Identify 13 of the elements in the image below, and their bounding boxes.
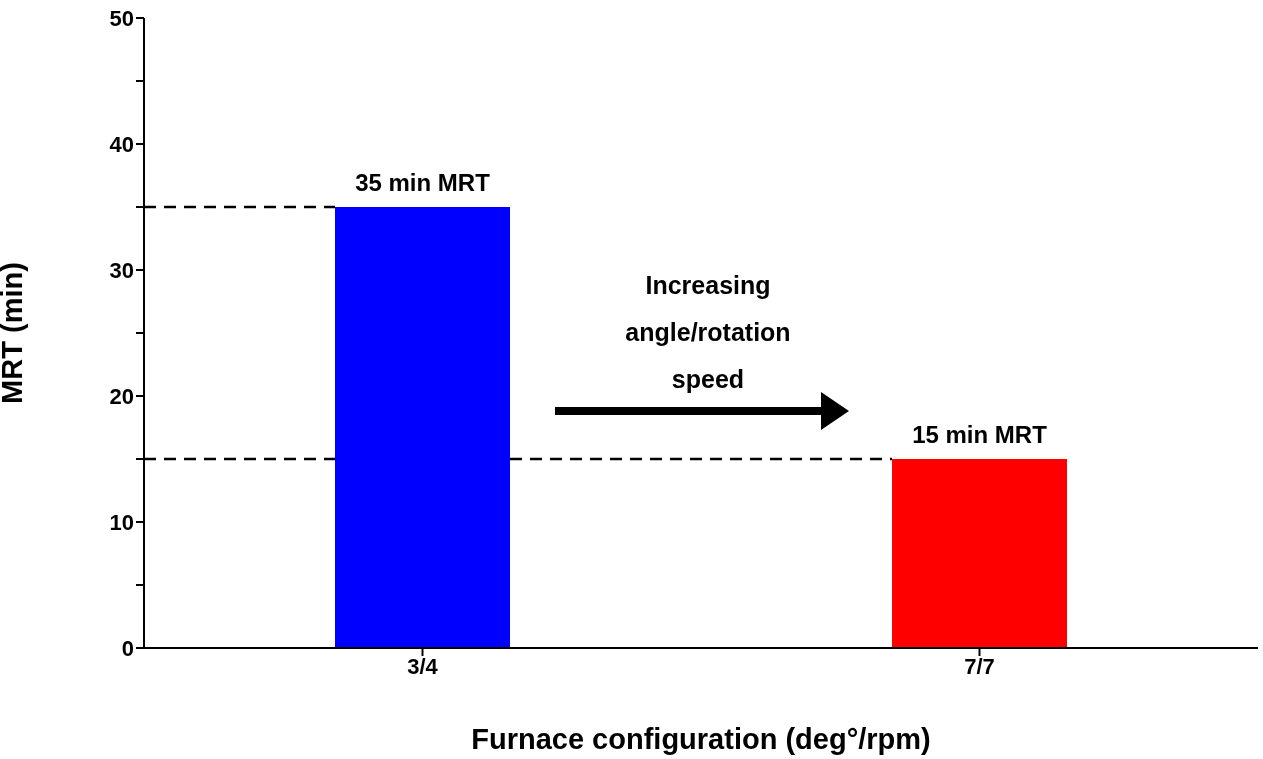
data-label: 15 min MRT bbox=[912, 421, 1048, 448]
y-axis-title: MRT (min) bbox=[0, 262, 29, 404]
y-tick-label: 40 bbox=[109, 131, 134, 157]
x-tick-label: 7/7 bbox=[964, 653, 995, 679]
y-tick-label: 20 bbox=[109, 383, 134, 409]
x-axis-title: Furnace configuration (deg°/rpm) bbox=[471, 723, 931, 755]
data-label: 35 min MRT bbox=[355, 169, 491, 196]
x-tick-label: 3/4 bbox=[407, 653, 439, 679]
y-tick-label: 50 bbox=[109, 5, 134, 31]
y-tick-label: 0 bbox=[121, 635, 134, 661]
y-tick-label: 30 bbox=[109, 257, 134, 283]
y-tick-label: 10 bbox=[109, 509, 134, 535]
annotation: Increasing angle/rotation speed bbox=[624, 270, 792, 395]
